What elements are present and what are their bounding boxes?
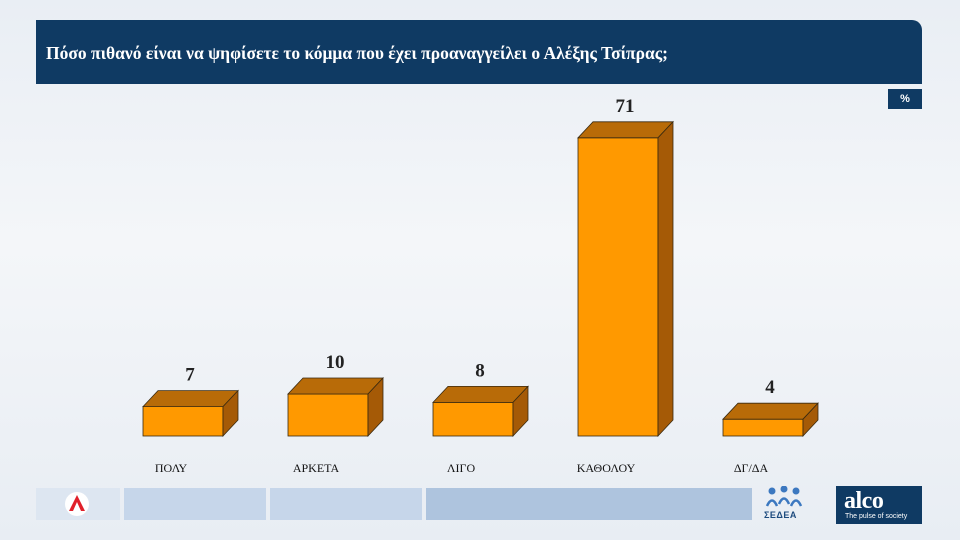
bar-5 bbox=[722, 402, 819, 438]
bar-4 bbox=[577, 120, 674, 438]
category-label: ΔΓ/ΔΑ bbox=[734, 461, 769, 475]
footer-strip bbox=[426, 488, 752, 520]
bar-side bbox=[222, 389, 239, 438]
unit-badge: % bbox=[888, 89, 922, 109]
bar-front bbox=[287, 393, 369, 437]
data-label: 8 bbox=[475, 360, 485, 381]
sedea-logo-text: ΣΕΔΕΑ bbox=[764, 510, 797, 520]
alco-logo-name: alco bbox=[844, 488, 884, 514]
bar-top bbox=[142, 390, 239, 408]
alpha-logo-panel bbox=[36, 488, 120, 520]
bar-side bbox=[367, 376, 384, 438]
bar-3 bbox=[432, 385, 529, 438]
alco-logo-tagline: The pulse of society bbox=[845, 513, 908, 520]
bar-top bbox=[287, 377, 384, 395]
title-bar: Πόσο πιθανό είναι να ψηφίσετε το κόμμα π… bbox=[36, 20, 922, 84]
data-label: 7 bbox=[185, 365, 195, 386]
bar-front bbox=[722, 418, 804, 437]
bar-1 bbox=[142, 389, 239, 438]
bar-front bbox=[432, 401, 514, 437]
footer-strip bbox=[270, 488, 422, 520]
data-label: 10 bbox=[326, 352, 345, 373]
alco-logo: alco The pulse of society bbox=[836, 486, 922, 524]
bar-top bbox=[577, 121, 674, 139]
footer: ΣΕΔΕΑ alco The pulse of society bbox=[36, 486, 922, 524]
category-label: ΠΟΛΥ bbox=[155, 461, 188, 475]
sedea-logo-icon bbox=[765, 486, 803, 507]
bar-top bbox=[722, 402, 819, 420]
bar-2 bbox=[287, 376, 384, 438]
bar-side bbox=[512, 385, 529, 438]
footer-strip bbox=[124, 488, 266, 520]
bar-front bbox=[577, 137, 659, 437]
bar-front bbox=[142, 406, 224, 437]
bar-side bbox=[802, 402, 819, 438]
category-label: ΛΙΓΟ bbox=[447, 461, 476, 475]
data-label: 71 bbox=[616, 96, 635, 117]
alpha-logo-icon bbox=[65, 492, 89, 516]
bar-side bbox=[657, 120, 674, 438]
data-label: 4 bbox=[765, 377, 775, 398]
category-label: ΚΑΘΟΛΟΥ bbox=[577, 461, 636, 475]
chart-title: Πόσο πιθανό είναι να ψηφίσετε το κόμμα π… bbox=[46, 43, 668, 63]
category-label: ΑΡΚΕΤΑ bbox=[293, 461, 340, 475]
bar-top bbox=[432, 385, 529, 403]
